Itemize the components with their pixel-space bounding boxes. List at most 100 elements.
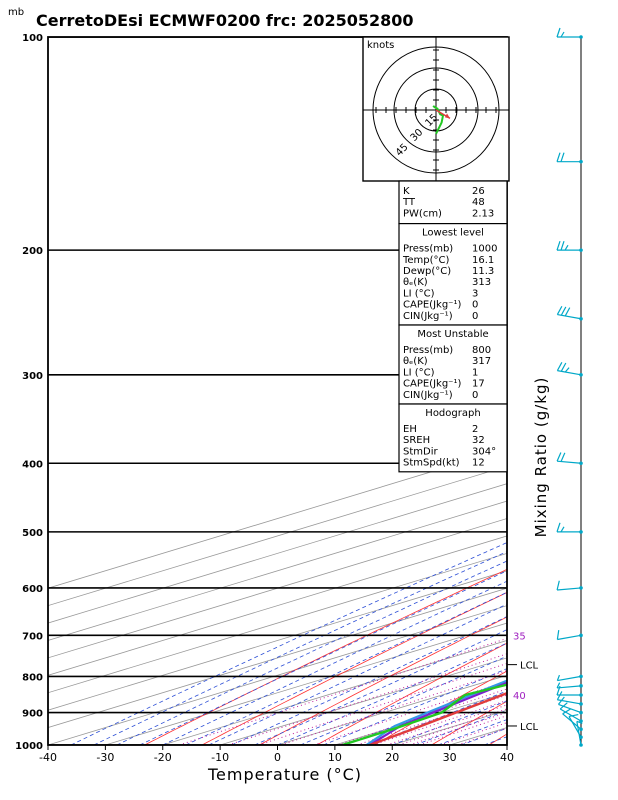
lowest-level-box-label: θₑ(K)	[403, 277, 428, 288]
isotherm-line	[48, 587, 507, 728]
wind-barb	[562, 708, 583, 732]
mixing-ratio-line	[228, 653, 507, 745]
wind-barb-dot	[579, 693, 583, 697]
wind-barb	[556, 522, 583, 534]
x-tick-label: 10	[328, 751, 342, 764]
hodograph-params-box-value: 304°	[472, 446, 496, 457]
lowest-level-box-label: CIN(Jkg⁻¹)	[403, 311, 453, 322]
wind-barb	[557, 696, 583, 715]
most-unstable-box-value: 1	[472, 367, 478, 378]
storm-motion-arrow-icon	[445, 113, 450, 119]
pressure-tick-label: 100	[22, 33, 43, 44]
wind-barb-dot	[579, 674, 583, 679]
isotherm-line	[48, 500, 507, 641]
lowest-level-box-label: CAPE(Jkg⁻¹)	[403, 300, 461, 311]
lowest-level-box-value: 11.3	[472, 266, 494, 277]
dry-adiabat-line	[604, 37, 618, 745]
moist-adiabat-line	[93, 551, 507, 745]
wind-barb-dot	[579, 702, 583, 706]
most-unstable-box-label: LI (°C)	[403, 367, 435, 378]
most-unstable-box-label: CAPE(Jkg⁻¹)	[403, 379, 461, 390]
lcl-label: LCL	[520, 722, 539, 733]
theta-e-label: 35	[513, 631, 526, 642]
lowest-level-box-value: 0	[472, 311, 478, 322]
pressure-tick-label: 900	[22, 709, 43, 720]
pressure-tick-label: 600	[22, 584, 43, 595]
indices-box-value: 2.13	[472, 208, 494, 219]
hodograph-params-box-header: Hodograph	[425, 408, 480, 419]
most-unstable-box	[398, 324, 508, 405]
moist-adiabat-line	[231, 616, 507, 745]
wind-barb	[556, 691, 583, 706]
x-tick-label: -40	[39, 751, 57, 764]
moist-adiabat-line	[70, 542, 507, 745]
pressure-tick-label: 300	[22, 371, 43, 382]
indices-box-value: 48	[472, 197, 485, 208]
wind-barb-dot	[579, 373, 583, 377]
wind-barb-dot	[579, 35, 583, 39]
wind-barb-dot	[579, 159, 583, 164]
x-tick-label: -20	[154, 751, 172, 764]
moist-adiabat-line	[323, 668, 507, 745]
mixing-ratio-line	[258, 662, 507, 745]
wind-barb-dot	[579, 710, 583, 715]
hodograph-params-box-value: 12	[472, 458, 485, 469]
wind-barb-dot	[579, 586, 583, 590]
lowest-level-box-value: 1000	[472, 244, 497, 255]
x-tick-label: -30	[96, 751, 114, 764]
lowest-level-box-label: LI (°C)	[403, 288, 435, 299]
most-unstable-box-label: CIN(Jkg⁻¹)	[403, 390, 453, 401]
wind-barb-dot	[579, 461, 583, 466]
pressure-unit-label: mb	[8, 7, 24, 18]
most-unstable-box-value: 17	[472, 379, 485, 390]
isotherm-line	[48, 552, 507, 694]
wind-barb	[556, 452, 583, 466]
wind-barb	[556, 630, 583, 641]
isotherm-line	[48, 605, 507, 745]
pressure-tick-label: 400	[22, 459, 43, 470]
isotherm-line	[48, 535, 507, 676]
mixing-ratio-line	[419, 715, 507, 745]
lowest-level-box-label: Dewp(°C)	[403, 266, 451, 277]
hodograph-params-box-label: StmSpd(kt)	[403, 458, 460, 469]
wind-barb	[556, 362, 583, 377]
hodograph-params-box-value: 32	[472, 435, 485, 446]
hodograph-params-box	[398, 403, 508, 473]
dry-adiabat-line	[201, 592, 507, 745]
wind-barb-dot	[579, 727, 583, 732]
x-tick-label: 40	[500, 751, 514, 764]
lowest-level-box-label: Temp(°C)	[402, 255, 450, 266]
wind-barb-dot	[579, 743, 583, 747]
wind-barb	[556, 152, 583, 164]
mixing-ratio-line	[179, 637, 507, 745]
wind-barb-dot	[579, 633, 583, 638]
wind-barb-dot	[579, 316, 583, 321]
parcel-line	[369, 681, 507, 745]
mixing-ratio-line	[409, 711, 507, 745]
lowest-level-box	[398, 223, 508, 326]
wind-barb-dot	[579, 530, 583, 534]
theta-e-label: 40	[513, 691, 526, 702]
moist-adiabat-line	[369, 690, 507, 745]
x-tick-label: 20	[385, 751, 399, 764]
wind-barb	[556, 305, 583, 321]
moist-adiabat-line	[254, 629, 507, 745]
hodograph-params-box-label: EH	[403, 424, 417, 435]
lowest-level-box-value: 3	[472, 288, 478, 299]
wind-barb-dot	[579, 735, 583, 740]
isotherm-line	[48, 570, 507, 711]
x-tick-label: 30	[443, 751, 457, 764]
mixing-ratio-axis-label: Mixing Ratio (g/kg)	[532, 377, 550, 538]
most-unstable-box-value: 800	[472, 345, 491, 356]
lowest-level-box-label: Press(mb)	[403, 244, 453, 255]
lowest-level-box-value: 313	[472, 277, 491, 288]
wind-barb-dot	[579, 719, 583, 723]
indices-box-label: PW(cm)	[403, 208, 442, 219]
moist-adiabat-line	[300, 655, 507, 745]
pressure-tick-label: 700	[22, 631, 43, 642]
pressure-tick-label: 800	[22, 672, 43, 683]
hodograph-units-label: knots	[367, 40, 394, 51]
dry-adiabat-line	[259, 616, 507, 745]
x-tick-label: 0	[274, 751, 281, 764]
chart-title: CerretoDEsi ECMWF0200 frc: 2025052800	[36, 11, 414, 30]
